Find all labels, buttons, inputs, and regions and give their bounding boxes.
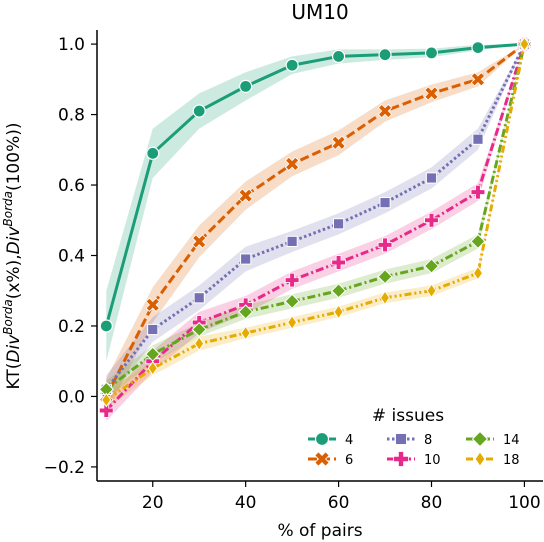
data-point-18: [101, 392, 112, 408]
x-tick-label: 20: [142, 493, 164, 513]
data-point-14: [284, 293, 300, 309]
series-lines: [104, 42, 526, 412]
data-point-18: [472, 265, 484, 281]
legend-item-14: 14: [466, 430, 520, 448]
data-point-4: [378, 48, 392, 62]
data-point-10: [424, 212, 439, 228]
y-tick-label: 1.0: [58, 35, 85, 55]
data-point-6: [192, 234, 207, 249]
y-axis-label: KT(DivBorda(x%),DivBorda(100%)): [1, 123, 24, 390]
data-point-14: [377, 269, 393, 285]
legend-marker: [394, 432, 408, 446]
x-tick-label: 100: [508, 493, 540, 513]
data-point-14: [423, 258, 440, 274]
data-point-8: [286, 235, 298, 248]
data-point-6: [424, 86, 439, 101]
data-point-4: [239, 79, 253, 93]
x-tick-label: 80: [421, 493, 443, 513]
data-point-18: [519, 36, 530, 52]
legend-marker: [314, 431, 330, 447]
y-tick-label: 0.2: [58, 317, 85, 337]
data-point-10: [331, 255, 346, 270]
y-tick-label: 0.6: [58, 176, 85, 196]
data-point-14: [330, 283, 347, 299]
data-point-18: [426, 283, 437, 299]
data-point-8: [193, 292, 205, 304]
legend-item-8: 8: [387, 432, 432, 448]
data-point-18: [194, 336, 205, 352]
data-point-8: [379, 197, 391, 209]
series-line-6: [104, 42, 526, 398]
legend-title: # issues: [372, 406, 444, 426]
data-point-14: [238, 304, 254, 320]
y-tick-label: 0.8: [58, 106, 85, 126]
ticks: −0.2 0.0 0.2 0.4 0.6 0.8 1.0 20 40 60 80 100: [44, 35, 541, 513]
axes: [96, 30, 543, 482]
legend-label: 14: [503, 433, 520, 448]
legend-item-6: 6: [308, 451, 353, 468]
x-tick-label: 40: [235, 493, 257, 513]
plot-area: [98, 36, 533, 422]
data-point-4: [331, 49, 346, 64]
data-point-4: [99, 319, 113, 333]
data-point-18: [287, 314, 298, 330]
data-point-8: [147, 323, 159, 336]
y-tick-label: 0.0: [58, 387, 85, 407]
legend: # issues 4 6 8 10 14 18: [308, 406, 520, 468]
data-point-4: [192, 104, 206, 118]
legend-label: 18: [503, 453, 520, 468]
legend-label: 4: [345, 433, 353, 448]
series-line-8: [105, 43, 526, 391]
data-point-18: [240, 325, 251, 341]
data-point-8: [240, 253, 252, 265]
legend-label: 10: [424, 453, 441, 468]
legend-marker: [314, 451, 330, 467]
data-point-4: [285, 58, 299, 72]
data-point-8: [472, 133, 484, 145]
data-point-18: [379, 290, 391, 306]
data-point-6: [377, 103, 393, 119]
legend-marker: [474, 450, 486, 468]
data-point-6: [284, 156, 300, 172]
legend-marker: [393, 451, 409, 467]
confidence-band-10: [106, 44, 525, 422]
data-point-6: [238, 188, 253, 203]
data-point-14: [470, 233, 486, 250]
data-point-4: [471, 41, 485, 55]
series-markers: [98, 36, 533, 418]
data-point-10: [284, 272, 300, 288]
legend-item-18: 18: [466, 450, 520, 468]
data-point-6: [470, 72, 486, 87]
legend-item-4: 4: [308, 431, 353, 448]
confidence-band-8: [106, 44, 525, 404]
legend-label: 6: [345, 453, 353, 468]
legend-label: 8: [424, 433, 432, 448]
y-tick-label: 0.4: [58, 247, 85, 267]
data-point-10: [98, 403, 114, 418]
data-point-10: [470, 184, 486, 200]
x-tick-label: 60: [328, 493, 350, 513]
data-point-18: [333, 304, 344, 320]
series-line-4: [104, 42, 525, 327]
data-point-4: [424, 46, 439, 60]
y-tick-label: −0.2: [44, 458, 85, 478]
legend-item-10: 10: [387, 451, 441, 468]
data-point-4: [146, 146, 160, 160]
data-point-10: [377, 237, 393, 253]
legend-marker: [471, 430, 489, 448]
data-point-8: [332, 218, 345, 230]
data-point-18: [147, 360, 158, 376]
data-point-6: [145, 297, 160, 312]
chart-title: UM10: [291, 0, 348, 24]
x-axis-label: % of pairs: [277, 521, 362, 541]
series-line-18: [105, 43, 526, 402]
series-line-14: [105, 43, 526, 391]
data-point-8: [425, 172, 438, 184]
data-point-6: [331, 135, 346, 150]
